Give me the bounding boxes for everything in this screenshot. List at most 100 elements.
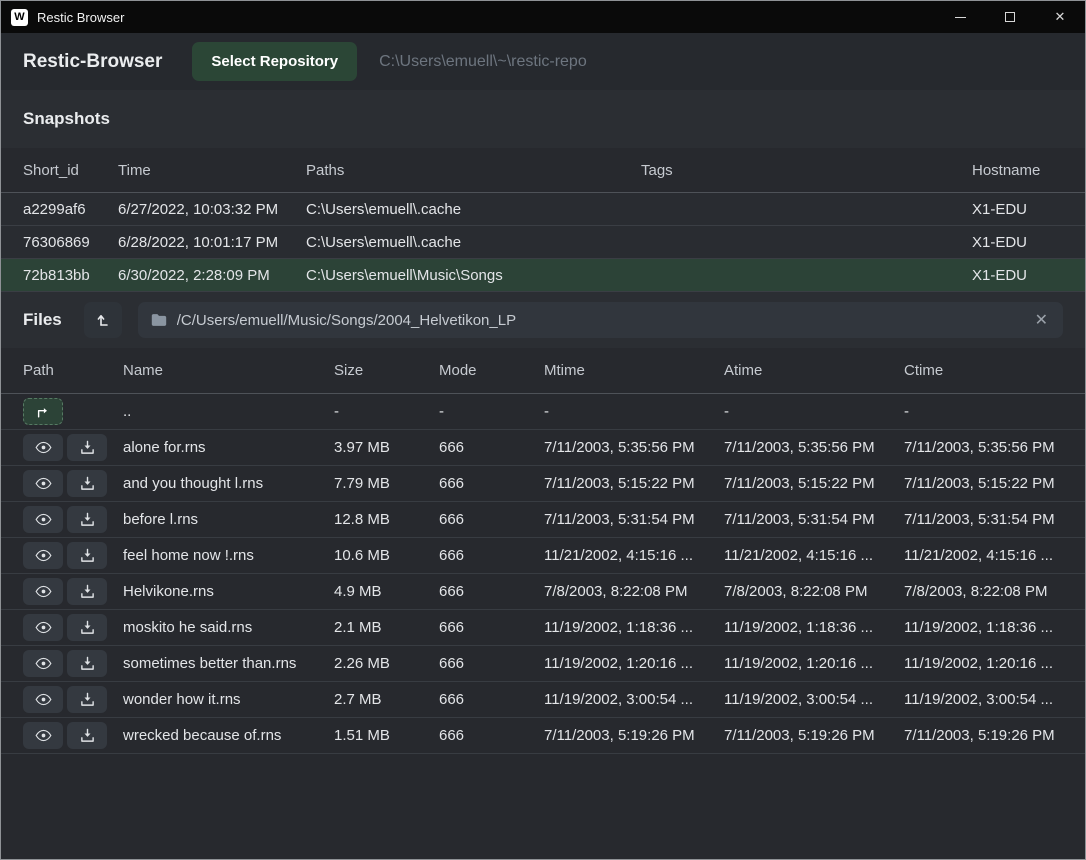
snapshot-row[interactable]: 76306869 6/28/2022, 10:01:17 PM C:\Users… — [1, 226, 1085, 259]
eye-icon — [35, 693, 52, 706]
file-mtime: 7/11/2003, 5:35:56 PM — [544, 439, 724, 456]
download-file-button[interactable] — [67, 614, 107, 641]
file-mtime: - — [544, 403, 724, 420]
column-header-name: Name — [123, 362, 334, 379]
file-size: - — [334, 403, 439, 420]
repository-path: C:\Users\emuell\~\restic-repo — [379, 53, 587, 71]
file-mode: 666 — [439, 691, 544, 708]
file-size: 4.9 MB — [334, 583, 439, 600]
file-row: before l.rns 12.8 MB 666 7/11/2003, 5:31… — [1, 502, 1085, 538]
preview-file-button[interactable] — [23, 614, 63, 641]
file-row: sometimes better than.rns 2.26 MB 666 11… — [1, 646, 1085, 682]
download-file-button[interactable] — [67, 686, 107, 713]
download-file-button[interactable] — [67, 506, 107, 533]
file-mtime: 7/8/2003, 8:22:08 PM — [544, 583, 724, 600]
file-mode: 666 — [439, 727, 544, 744]
snapshot-short-id: 72b813bb — [23, 267, 118, 284]
download-icon — [80, 476, 95, 491]
file-row: moskito he said.rns 2.1 MB 666 11/19/200… — [1, 610, 1085, 646]
eye-icon — [35, 657, 52, 670]
file-atime: 11/21/2002, 4:15:16 ... — [724, 547, 904, 564]
file-mode: 666 — [439, 511, 544, 528]
minimize-button[interactable] — [935, 1, 985, 33]
snapshots-table-header: Short_id Time Paths Tags Hostname — [1, 148, 1085, 193]
file-ctime: 11/19/2002, 1:18:36 ... — [904, 619, 1063, 636]
window-controls: ✕ — [935, 1, 1085, 33]
download-file-button[interactable] — [67, 434, 107, 461]
window-title: Restic Browser — [37, 10, 124, 25]
file-row: wonder how it.rns 2.7 MB 666 11/19/2002,… — [1, 682, 1085, 718]
select-repository-button[interactable]: Select Repository — [192, 42, 357, 81]
preview-file-button[interactable] — [23, 542, 63, 569]
up-level-icon — [95, 312, 111, 328]
snapshot-paths: C:\Users\emuell\.cache — [306, 201, 641, 218]
file-name: before l.rns — [123, 511, 334, 528]
file-name: wonder how it.rns — [123, 691, 334, 708]
file-ctime: 7/11/2003, 5:15:22 PM — [904, 475, 1063, 492]
file-size: 7.79 MB — [334, 475, 439, 492]
file-size: 2.1 MB — [334, 619, 439, 636]
file-ctime: 11/21/2002, 4:15:16 ... — [904, 547, 1063, 564]
snapshot-short-id: a2299af6 — [23, 201, 118, 218]
download-file-button[interactable] — [67, 650, 107, 677]
snapshot-row[interactable]: a2299af6 6/27/2022, 10:03:32 PM C:\Users… — [1, 193, 1085, 226]
snapshot-hostname: X1-EDU — [972, 267, 1063, 284]
file-ctime: 7/11/2003, 5:35:56 PM — [904, 439, 1063, 456]
snapshot-short-id: 76306869 — [23, 234, 118, 251]
app-window-icon: W — [11, 9, 28, 26]
go-up-level-button[interactable] — [84, 302, 122, 338]
file-name: and you thought l.rns — [123, 475, 334, 492]
snapshot-time: 6/28/2022, 10:01:17 PM — [118, 234, 306, 251]
download-icon — [80, 548, 95, 563]
preview-file-button[interactable] — [23, 434, 63, 461]
file-path-input[interactable] — [177, 312, 1033, 329]
file-mtime: 11/19/2002, 3:00:54 ... — [544, 691, 724, 708]
column-header-hostname: Hostname — [972, 162, 1063, 179]
app-header: Restic-Browser Select Repository C:\User… — [1, 33, 1085, 90]
download-icon — [80, 728, 95, 743]
maximize-button[interactable] — [985, 1, 1035, 33]
download-file-button[interactable] — [67, 722, 107, 749]
file-atime: 11/19/2002, 1:20:16 ... — [724, 655, 904, 672]
preview-file-button[interactable] — [23, 722, 63, 749]
preview-file-button[interactable] — [23, 686, 63, 713]
file-name: Helvikone.rns — [123, 583, 334, 600]
download-file-button[interactable] — [67, 470, 107, 497]
files-table-header: Path Name Size Mode Mtime Atime Ctime — [1, 348, 1085, 394]
column-header-atime: Atime — [724, 362, 904, 379]
eye-icon — [35, 621, 52, 634]
file-atime: 11/19/2002, 3:00:54 ... — [724, 691, 904, 708]
clear-path-button[interactable]: ✕ — [1033, 310, 1050, 330]
column-header-mode: Mode — [439, 362, 544, 379]
snapshot-hostname: X1-EDU — [972, 234, 1063, 251]
file-mtime: 7/11/2003, 5:31:54 PM — [544, 511, 724, 528]
file-name: moskito he said.rns — [123, 619, 334, 636]
file-mtime: 11/19/2002, 1:18:36 ... — [544, 619, 724, 636]
download-icon — [80, 692, 95, 707]
download-file-button[interactable] — [67, 578, 107, 605]
column-header-short-id: Short_id — [23, 162, 118, 179]
column-header-ctime: Ctime — [904, 362, 1063, 379]
preview-file-button[interactable] — [23, 506, 63, 533]
maximize-icon — [1005, 12, 1015, 22]
snapshot-row[interactable]: 72b813bb 6/30/2022, 2:28:09 PM C:\Users\… — [1, 259, 1085, 292]
file-mtime: 7/11/2003, 5:15:22 PM — [544, 475, 724, 492]
download-file-button[interactable] — [67, 542, 107, 569]
file-size: 1.51 MB — [334, 727, 439, 744]
download-icon — [80, 512, 95, 527]
file-atime: 11/19/2002, 1:18:36 ... — [724, 619, 904, 636]
file-mode: - — [439, 403, 544, 420]
file-atime: - — [724, 403, 904, 420]
preview-file-button[interactable] — [23, 470, 63, 497]
file-mode: 666 — [439, 475, 544, 492]
preview-file-button[interactable] — [23, 578, 63, 605]
close-button[interactable]: ✕ — [1035, 1, 1085, 33]
column-header-paths: Paths — [306, 162, 641, 179]
download-icon — [80, 440, 95, 455]
preview-file-button[interactable] — [23, 650, 63, 677]
file-size: 10.6 MB — [334, 547, 439, 564]
file-row: wrecked because of.rns 1.51 MB 666 7/11/… — [1, 718, 1085, 754]
go-parent-directory-button[interactable] — [23, 398, 63, 425]
file-mtime: 11/21/2002, 4:15:16 ... — [544, 547, 724, 564]
file-path-bar: ✕ — [138, 302, 1063, 338]
